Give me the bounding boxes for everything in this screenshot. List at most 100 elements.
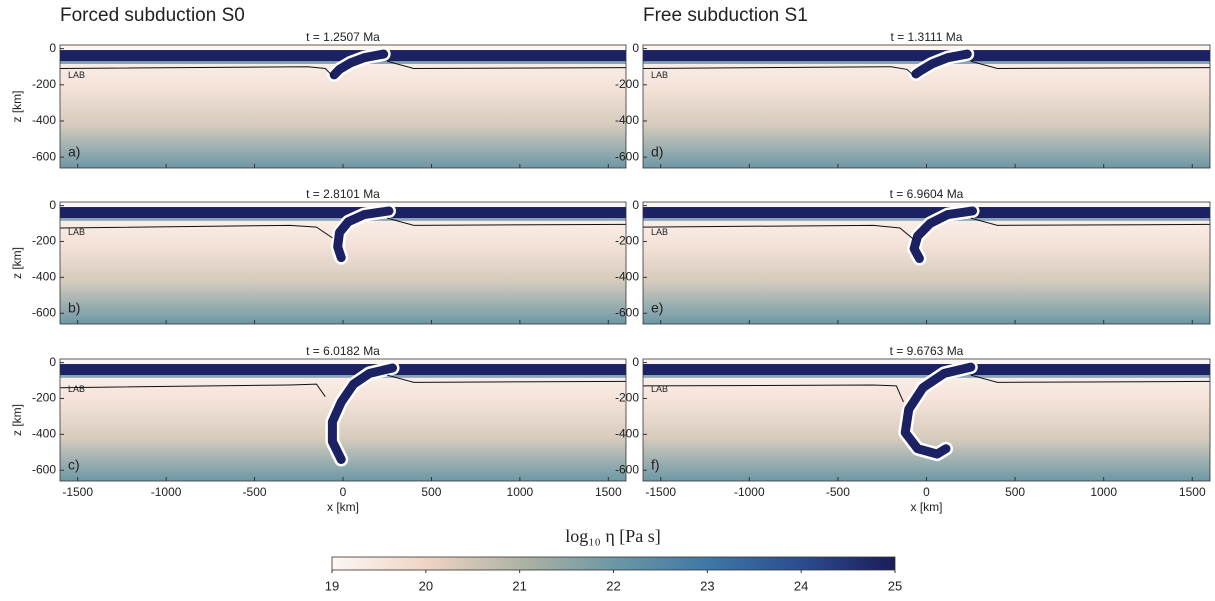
y-tick-label: -400 xyxy=(615,270,639,284)
slab xyxy=(909,206,978,264)
lab-line xyxy=(970,217,1211,226)
panel-label: a) xyxy=(68,144,80,160)
y-tick-label: -600 xyxy=(32,462,56,476)
lab-line xyxy=(387,374,627,383)
x-tick-label: -1000 xyxy=(151,485,182,499)
y-tick-label: -600 xyxy=(32,305,56,319)
y-tick-label: -600 xyxy=(615,149,639,163)
lithosphere xyxy=(60,364,626,376)
x-tick-label: -1500 xyxy=(645,485,676,499)
colorbar-tick-label: 25 xyxy=(888,578,902,593)
x-axis-label: x [km] xyxy=(911,500,943,514)
panel-label: e) xyxy=(651,300,663,316)
y-tick-label: -400 xyxy=(615,113,639,127)
annotation: LAB xyxy=(651,384,668,394)
slab xyxy=(329,49,389,80)
y-tick-label: -400 xyxy=(32,270,56,284)
panel: t = 6.0182 Ma c) LAB 0 -200 -400 -600 -1500 -100… xyxy=(10,344,627,514)
colorbar-label: log₁₀ η [Pa s] xyxy=(565,526,660,546)
lab-line xyxy=(59,224,333,239)
panel-title: t = 2.8101 Ma xyxy=(306,187,380,201)
y-axis-label: z [km] xyxy=(10,91,24,123)
lithosphere xyxy=(60,207,626,219)
colorbar-tick-label: 24 xyxy=(794,578,808,593)
lab-line xyxy=(59,66,333,77)
lab-line xyxy=(970,60,1211,70)
y-tick-label: -200 xyxy=(615,234,639,248)
colorbar-tick-label: 22 xyxy=(606,578,620,593)
x-tick-label: -500 xyxy=(826,485,850,499)
panel-label: d) xyxy=(651,144,663,160)
x-axis-label: x [km] xyxy=(327,500,359,514)
slab xyxy=(333,206,394,263)
x-tick-label: 500 xyxy=(421,485,441,499)
panel-title: t = 1.3111 Ma xyxy=(891,30,963,44)
lab-line xyxy=(642,224,915,241)
slab xyxy=(911,49,972,79)
x-tick-label: 1000 xyxy=(1090,485,1117,499)
panel: t = 2.8101 Ma b) LAB 0 -200 -400 -600 z [km] xyxy=(10,187,627,325)
y-tick-label: 0 xyxy=(49,198,56,212)
lab-line xyxy=(59,383,326,397)
y-tick-label: -600 xyxy=(32,149,56,163)
annotation: LAB xyxy=(651,70,668,80)
x-tick-label: -1500 xyxy=(62,485,93,499)
y-tick-label: 0 xyxy=(632,198,639,212)
panel-title: t = 1.2507 Ma xyxy=(306,30,380,44)
y-tick-label: 0 xyxy=(49,355,56,369)
lithosphere xyxy=(60,50,626,62)
y-axis-label: z [km] xyxy=(10,404,24,436)
y-axis-label: z [km] xyxy=(10,247,24,279)
x-tick-label: 1500 xyxy=(595,485,622,499)
colorbar-tick-label: 21 xyxy=(512,578,526,593)
y-tick-label: -200 xyxy=(615,391,639,405)
lithosphere xyxy=(643,364,1210,376)
panel-title: t = 9.6763 Ma xyxy=(890,344,964,358)
panel-title: t = 6.0182 Ma xyxy=(306,344,380,358)
lab-line xyxy=(642,384,904,403)
x-tick-label: 1000 xyxy=(507,485,534,499)
x-tick-label: 1500 xyxy=(1179,485,1206,499)
lab-line xyxy=(642,66,915,77)
y-tick-label: -200 xyxy=(32,234,56,248)
y-tick-label: -400 xyxy=(32,113,56,127)
x-tick-label: 0 xyxy=(340,485,347,499)
annotation: LAB xyxy=(651,227,668,237)
annotation: LAB xyxy=(68,384,85,394)
colorbar-tick-label: 23 xyxy=(700,578,714,593)
panel-label: c) xyxy=(68,457,80,473)
y-tick-label: 0 xyxy=(632,355,639,369)
y-tick-label: -400 xyxy=(32,427,56,441)
lithosphere xyxy=(643,50,1210,62)
lithosphere xyxy=(643,207,1210,219)
lab-line xyxy=(970,374,1211,383)
x-tick-label: 0 xyxy=(923,485,930,499)
slab xyxy=(327,363,398,464)
panel: t = 1.3111 Ma d) LAB 0 -200 -400 -600 xyxy=(615,30,1211,169)
panel: t = 1.2507 Ma a) LAB 0 -200 -400 -600 z [km] xyxy=(10,30,627,169)
colorbar-tick-label: 19 xyxy=(325,578,339,593)
lithosphere-base xyxy=(643,375,1210,378)
y-tick-label: -600 xyxy=(615,462,639,476)
panel-label: f) xyxy=(651,457,660,473)
column-title: Free subduction S1 xyxy=(643,5,808,26)
colorbar-tick-label: 20 xyxy=(419,578,433,593)
y-tick-label: 0 xyxy=(49,41,56,55)
y-tick-label: -200 xyxy=(32,391,56,405)
x-tick-label: 500 xyxy=(1005,485,1025,499)
annotation: LAB xyxy=(68,70,85,80)
panel: t = 6.9604 Ma e) LAB 0 -200 -400 -600 xyxy=(615,187,1211,325)
panel: t = 9.6763 Ma f) LAB 0 -200 -400 -600 -1500 -100… xyxy=(615,344,1211,514)
x-tick-label: -500 xyxy=(243,485,267,499)
lithosphere-base xyxy=(60,375,626,378)
panel-label: b) xyxy=(68,300,80,316)
y-tick-label: 0 xyxy=(632,41,639,55)
y-tick-label: -600 xyxy=(615,305,639,319)
annotation: LAB xyxy=(68,227,85,237)
lab-line xyxy=(387,60,627,70)
column-title: Forced subduction S0 xyxy=(60,5,245,26)
colorbar xyxy=(331,556,896,571)
lab-line xyxy=(387,217,627,226)
x-tick-label: -1000 xyxy=(734,485,765,499)
